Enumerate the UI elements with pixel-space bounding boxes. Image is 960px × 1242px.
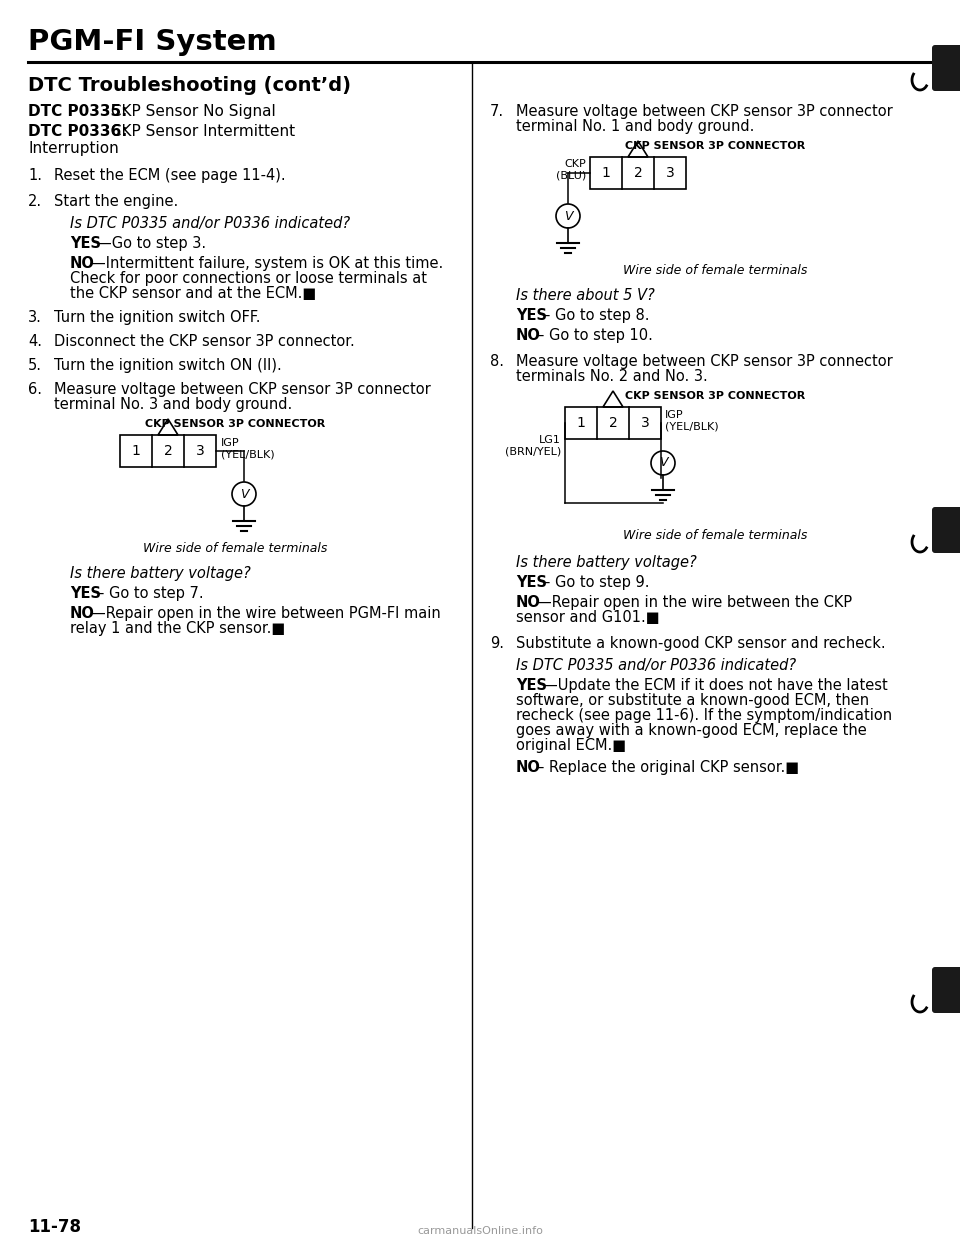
Text: 1: 1 (132, 443, 140, 458)
Text: NO: NO (516, 760, 540, 775)
Text: —Intermittent failure, system is OK at this time.: —Intermittent failure, system is OK at t… (91, 256, 444, 271)
Text: CKP
(BLU): CKP (BLU) (556, 159, 586, 180)
Text: 2.: 2. (28, 194, 42, 209)
Text: V: V (659, 457, 667, 469)
Text: Is there about 5 V?: Is there about 5 V? (516, 288, 655, 303)
Text: NO: NO (70, 606, 95, 621)
Text: software, or substitute a known-good ECM, then: software, or substitute a known-good ECM… (516, 693, 869, 708)
Text: Turn the ignition switch OFF.: Turn the ignition switch OFF. (54, 310, 260, 325)
Text: 3: 3 (665, 166, 674, 180)
Text: original ECM.■: original ECM.■ (516, 738, 626, 753)
Text: Measure voltage between CKP sensor 3P connector: Measure voltage between CKP sensor 3P co… (516, 354, 893, 369)
Text: 11-78: 11-78 (28, 1218, 81, 1236)
Text: 3.: 3. (28, 310, 42, 325)
Text: 8.: 8. (490, 354, 504, 369)
Text: 2: 2 (163, 443, 173, 458)
Text: DTC Troubleshooting (cont’d): DTC Troubleshooting (cont’d) (28, 76, 351, 94)
Text: YES: YES (516, 678, 547, 693)
Text: NO: NO (70, 256, 95, 271)
Text: Is DTC P0335 and/or P0336 indicated?: Is DTC P0335 and/or P0336 indicated? (70, 216, 350, 231)
Text: 9.: 9. (490, 636, 504, 651)
Bar (120, 435, 216, 467)
Text: IGP
(YEL/BLK): IGP (YEL/BLK) (221, 438, 275, 460)
Text: the CKP sensor and at the ECM.■: the CKP sensor and at the ECM.■ (70, 286, 316, 301)
Text: NO: NO (516, 595, 540, 610)
Text: – Go to step 9.: – Go to step 9. (543, 575, 650, 590)
Text: – Go to step 8.: – Go to step 8. (543, 308, 650, 323)
Text: CKP Sensor Intermittent: CKP Sensor Intermittent (106, 124, 295, 139)
Text: —Update the ECM if it does not have the latest: —Update the ECM if it does not have the … (543, 678, 888, 693)
Text: 6.: 6. (28, 383, 42, 397)
Text: – Go to step 10.: – Go to step 10. (537, 328, 653, 343)
Text: Is there battery voltage?: Is there battery voltage? (70, 566, 251, 581)
Text: DTC P0335:: DTC P0335: (28, 104, 128, 119)
Text: IGP
(YEL/BLK): IGP (YEL/BLK) (665, 410, 719, 432)
Text: CKP SENSOR 3P CONNECTOR: CKP SENSOR 3P CONNECTOR (145, 419, 325, 428)
Text: PGM-FI System: PGM-FI System (28, 29, 276, 56)
Text: sensor and G101.■: sensor and G101.■ (516, 610, 660, 625)
FancyBboxPatch shape (932, 968, 960, 1013)
Text: Wire side of female terminals: Wire side of female terminals (623, 265, 807, 277)
Text: terminal No. 3 and body ground.: terminal No. 3 and body ground. (54, 397, 292, 412)
Text: NO: NO (516, 328, 540, 343)
FancyBboxPatch shape (932, 507, 960, 553)
Text: 3: 3 (196, 443, 204, 458)
Text: Turn the ignition switch ON (II).: Turn the ignition switch ON (II). (54, 358, 281, 373)
Bar (590, 156, 686, 189)
Text: Is there battery voltage?: Is there battery voltage? (516, 555, 697, 570)
Text: DTC P0336:: DTC P0336: (28, 124, 128, 139)
Text: terminal No. 1 and body ground.: terminal No. 1 and body ground. (516, 119, 755, 134)
Text: goes away with a known-good ECM, replace the: goes away with a known-good ECM, replace… (516, 723, 867, 738)
FancyBboxPatch shape (932, 45, 960, 91)
Bar (565, 407, 661, 438)
Text: CKP SENSOR 3P CONNECTOR: CKP SENSOR 3P CONNECTOR (625, 391, 805, 401)
Text: 1: 1 (602, 166, 611, 180)
Text: 3: 3 (640, 416, 649, 430)
Text: – Replace the original CKP sensor.■: – Replace the original CKP sensor.■ (537, 760, 799, 775)
Text: LG1
(BRN/YEL): LG1 (BRN/YEL) (505, 435, 561, 457)
Text: CKP Sensor No Signal: CKP Sensor No Signal (106, 104, 276, 119)
Text: —Repair open in the wire between the CKP: —Repair open in the wire between the CKP (537, 595, 852, 610)
Text: Disconnect the CKP sensor 3P connector.: Disconnect the CKP sensor 3P connector. (54, 334, 355, 349)
Text: relay 1 and the CKP sensor.■: relay 1 and the CKP sensor.■ (70, 621, 285, 636)
Text: 1: 1 (577, 416, 586, 430)
Text: Measure voltage between CKP sensor 3P connector: Measure voltage between CKP sensor 3P co… (516, 104, 893, 119)
Text: Check for poor connections or loose terminals at: Check for poor connections or loose term… (70, 271, 427, 286)
Text: 4.: 4. (28, 334, 42, 349)
Text: —Repair open in the wire between PGM-FI main: —Repair open in the wire between PGM-FI … (91, 606, 441, 621)
Text: V: V (240, 488, 249, 501)
Text: 2: 2 (609, 416, 617, 430)
Text: terminals No. 2 and No. 3.: terminals No. 2 and No. 3. (516, 369, 708, 384)
Text: YES: YES (70, 586, 101, 601)
Text: 2: 2 (634, 166, 642, 180)
Text: YES: YES (516, 575, 547, 590)
Text: Is DTC P0335 and/or P0336 indicated?: Is DTC P0335 and/or P0336 indicated? (516, 658, 796, 673)
Text: Start the engine.: Start the engine. (54, 194, 179, 209)
Text: Substitute a known-good CKP sensor and recheck.: Substitute a known-good CKP sensor and r… (516, 636, 886, 651)
Text: CKP SENSOR 3P CONNECTOR: CKP SENSOR 3P CONNECTOR (625, 142, 805, 152)
Text: —Go to step 3.: —Go to step 3. (97, 236, 206, 251)
Text: – Go to step 7.: – Go to step 7. (97, 586, 204, 601)
Text: Wire side of female terminals: Wire side of female terminals (623, 529, 807, 542)
Text: YES: YES (516, 308, 547, 323)
Text: Measure voltage between CKP sensor 3P connector: Measure voltage between CKP sensor 3P co… (54, 383, 431, 397)
Text: V: V (564, 210, 572, 222)
Text: Wire side of female terminals: Wire side of female terminals (143, 542, 327, 555)
Text: Interruption: Interruption (28, 142, 119, 156)
Text: carmanualsOnline.info: carmanualsOnline.info (417, 1226, 543, 1236)
Text: 1.: 1. (28, 168, 42, 183)
Text: 5.: 5. (28, 358, 42, 373)
Text: recheck (see page 11-6). If the symptom/indication: recheck (see page 11-6). If the symptom/… (516, 708, 892, 723)
Text: Reset the ECM (see page 11-4).: Reset the ECM (see page 11-4). (54, 168, 286, 183)
Text: 7.: 7. (490, 104, 504, 119)
Text: YES: YES (70, 236, 101, 251)
